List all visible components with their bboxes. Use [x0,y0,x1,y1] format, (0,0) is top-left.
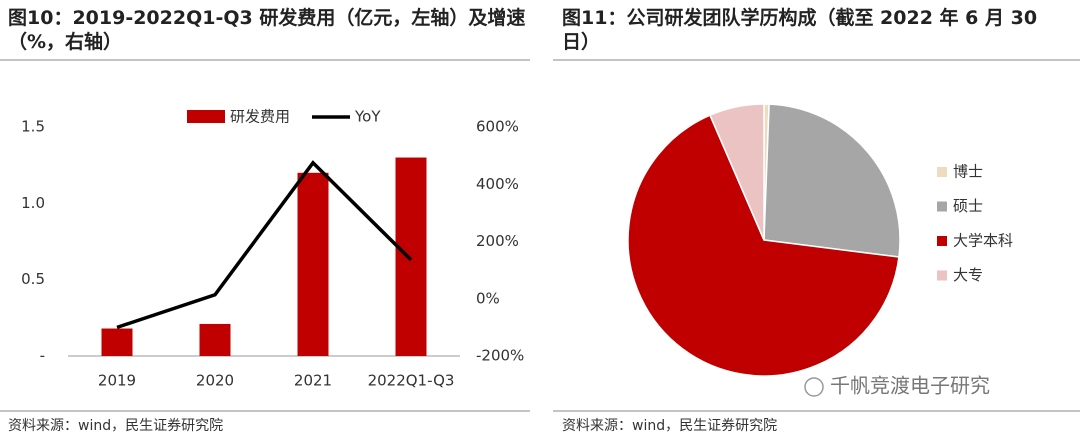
legend-swatch [937,201,947,212]
x-tick-label: 2020 [196,372,234,390]
source: 资料来源：wind，民生证券研究院 [8,418,223,434]
legend-label: 大学本科 [953,232,1013,250]
watermark-icon [804,377,824,397]
y2-tick-label: -200% [476,347,524,365]
pie-slice [709,103,765,241]
y-tick-label: 1.5 [21,118,45,136]
x-tick-label: 2019 [98,372,136,390]
legend-swatch [937,270,947,281]
y-tick-label: 0.5 [21,270,45,288]
legend-swatch [937,167,947,177]
y2-tick-label: 600% [476,118,519,136]
source: 资料来源：wind，民生证券研究院 [562,418,777,434]
pie-slice [763,103,901,258]
x-tick-label: 2021 [294,372,332,390]
bar [395,157,427,356]
legend-swatch [187,110,225,123]
y-tick-label: 1.0 [21,194,45,212]
bar [297,172,329,356]
legend-label: 大专 [953,266,983,284]
legend-label: YoY [354,108,381,126]
watermark: 千帆竞渡电子研究 [830,374,990,398]
chart-title: 图10：2019-2022Q1-Q3 研发费用（亿元，左轴）及增速（%，右轴） [8,7,526,53]
bar [199,323,231,356]
legend-label: 研发费用 [230,108,290,126]
chart-title: 图11：公司研发团队学历构成（截至 2022 年 6 月 30 日） [562,7,1038,53]
bar [101,328,133,356]
y2-tick-label: 200% [476,232,519,250]
y2-tick-label: 0% [476,289,500,307]
y2-tick-label: 400% [476,175,519,193]
legend-swatch [937,236,947,246]
legend-label: 硕士 [953,197,983,215]
legend-label: 博士 [953,163,983,181]
y-tick-label: - [40,347,45,365]
x-tick-label: 2022Q1-Q3 [368,372,455,390]
line [116,160,413,330]
pie-slice [627,114,900,377]
